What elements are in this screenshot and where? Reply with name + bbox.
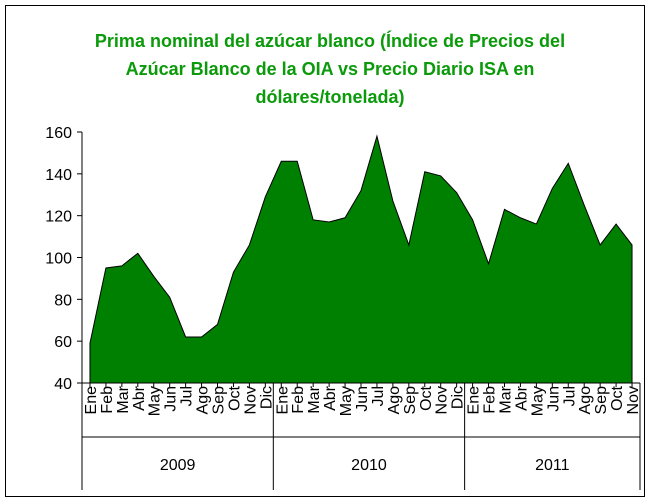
y-tick-label: 100 [45, 251, 72, 268]
x-tick-label: May [338, 386, 355, 416]
x-tick-label: Jun [163, 386, 180, 412]
x-tick-label: Jun [354, 386, 371, 412]
group-label: 2010 [351, 457, 387, 474]
x-tick-label: Oct [226, 385, 243, 410]
x-tick-label: Mar [497, 385, 514, 413]
x-tick-label: Sep [402, 386, 419, 415]
x-tick-label: Sep [211, 386, 228, 415]
area [89, 134, 633, 384]
y-tick-label: 120 [45, 209, 72, 226]
y-tick-label: 80 [54, 292, 72, 309]
x-tick-label: Ene [274, 386, 291, 415]
x-tick-label: Ago [386, 386, 403, 415]
y-tick-label: 60 [54, 334, 72, 351]
x-tick-label: Oct [609, 385, 626, 410]
x-tick-label: Jun [545, 386, 562, 412]
chart-title: Prima nominal del azúcar blanco (Índice … [94, 31, 566, 107]
x-tick-label: Ene [83, 386, 100, 415]
x-tick-label: Jul [179, 386, 196, 406]
x-tick-label: Feb [482, 386, 499, 414]
x-tick-label: Oct [418, 385, 435, 410]
x-tick-label: Sep [593, 386, 610, 415]
group-label: 2011 [535, 457, 570, 474]
group-label: 2009 [160, 457, 196, 474]
x-tick-label: Jul [561, 386, 578, 406]
y-tick-label: 140 [45, 167, 72, 184]
x-tick-label: May [147, 386, 164, 416]
x-tick-label: Ago [577, 386, 594, 415]
y-tick-label: 40 [54, 376, 72, 393]
x-tick-label: Nov [242, 386, 259, 414]
x-tick-label: May [529, 386, 546, 416]
x-tick-label: Nov [434, 386, 451, 414]
x-tick-label: Mar [115, 385, 132, 413]
x-tick-label: Abr [322, 385, 339, 411]
x-tick-label: Jul [370, 386, 387, 406]
x-tick-label: Ene [466, 386, 483, 415]
x-tick-label: Nov [625, 386, 642, 414]
x-tick-label: Dic [258, 386, 275, 409]
x-tick-label: Ago [195, 386, 212, 415]
x-tick-label: Feb [99, 386, 116, 414]
x-tick-label: Feb [290, 386, 307, 414]
x-tick-label: Abr [131, 385, 148, 411]
x-tick-label: Mar [306, 385, 323, 413]
x-tick-label: Abr [513, 385, 530, 411]
x-tick-label: Dic [450, 386, 467, 409]
y-tick-label: 160 [45, 125, 72, 142]
